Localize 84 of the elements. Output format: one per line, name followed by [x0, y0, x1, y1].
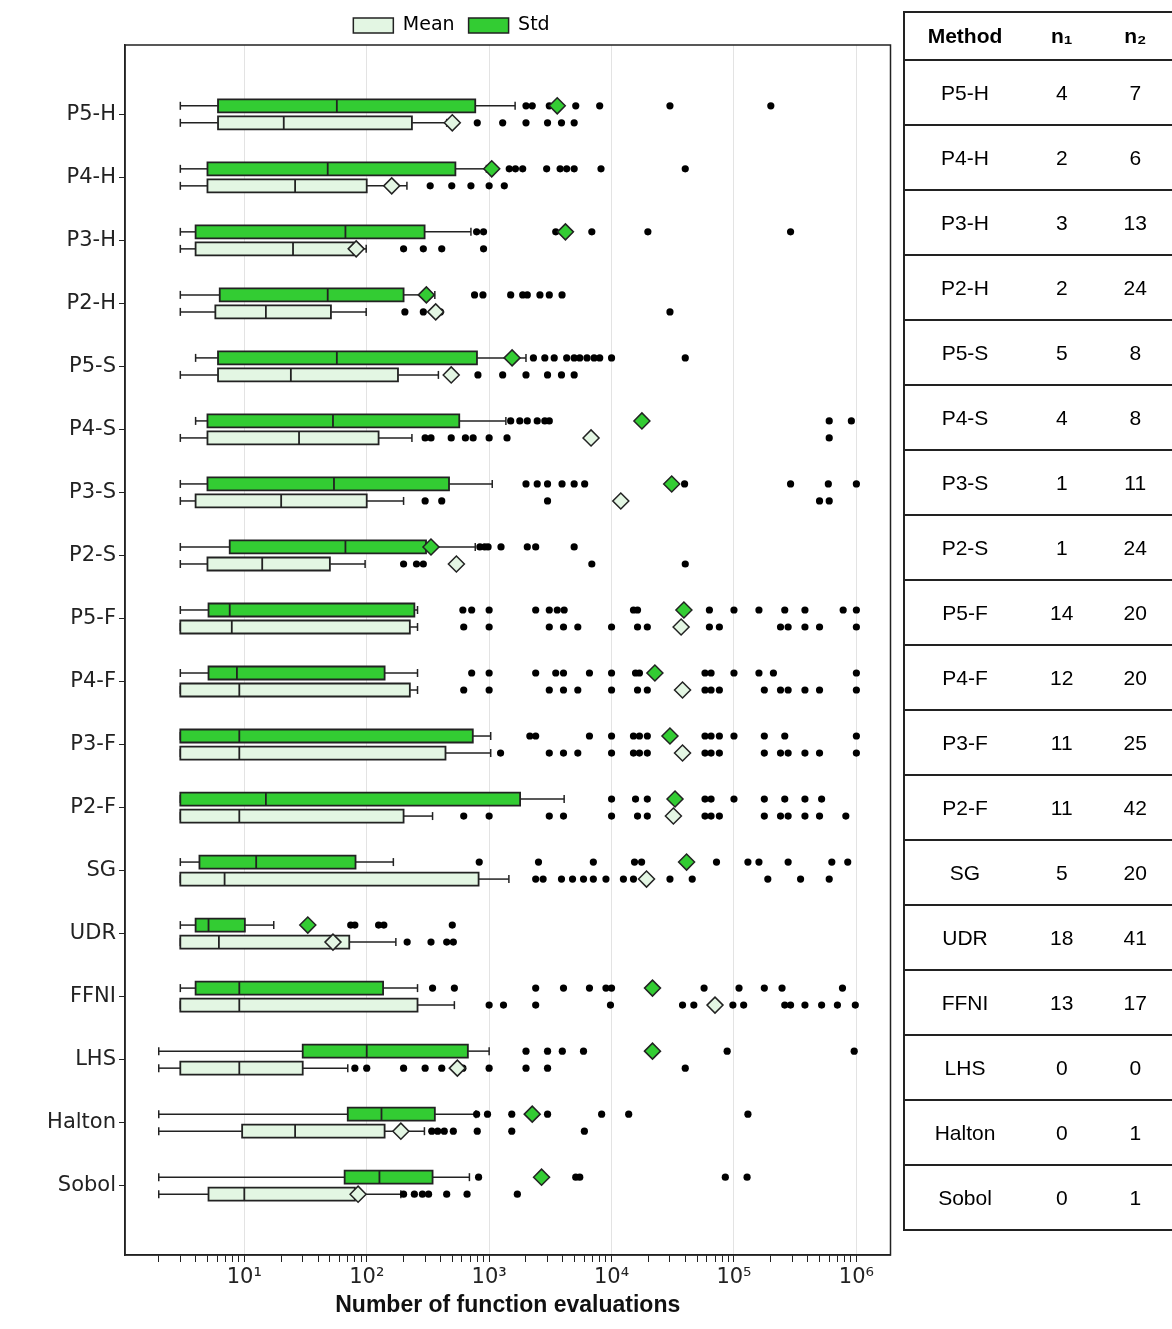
category-label: Sobol — [904, 1165, 1025, 1230]
data-label: 41 — [1098, 905, 1172, 970]
legend-label: Mean — [402, 12, 455, 35]
data-label: 2 — [1025, 125, 1099, 190]
category-label: P2-S — [904, 515, 1025, 580]
data-label: 13 — [1098, 190, 1172, 255]
data-label: 3 — [1025, 190, 1099, 255]
y-tick-label: P5-H — [66, 100, 116, 125]
y-tick-label: P3-H — [66, 226, 116, 251]
category-label: P2-F — [904, 775, 1025, 840]
category-label: UDR — [904, 905, 1025, 970]
y-tick-label: P4-H — [66, 163, 116, 188]
category-label: P5-S — [904, 320, 1025, 385]
category-label: P4-F — [904, 645, 1025, 710]
data-label: 42 — [1098, 775, 1172, 840]
data-label: 0 — [1025, 1035, 1099, 1100]
data-label: 6 — [1098, 125, 1172, 190]
data-label: 8 — [1098, 320, 1172, 385]
y-tick-label: P2-H — [66, 289, 116, 314]
text: n₁ — [1025, 12, 1099, 60]
data-label: 24 — [1098, 515, 1172, 580]
category-label: P5-F — [904, 580, 1025, 645]
legend-label: Std — [518, 12, 550, 35]
category-label: P3-S — [904, 450, 1025, 515]
x-tick-label: 10² — [349, 1264, 385, 1289]
y-tick-label: P4-F — [70, 667, 116, 692]
text: n₂ — [1098, 12, 1172, 60]
category-label: FFNI — [904, 970, 1025, 1035]
data-label: 11 — [1098, 450, 1172, 515]
data-label: 7 — [1098, 60, 1172, 125]
data-label: 8 — [1098, 385, 1172, 450]
data-label: 0 — [1025, 1100, 1099, 1165]
y-tick-label: FFNI — [69, 983, 116, 1008]
data-label: 4 — [1025, 385, 1099, 450]
category-label: P4-S — [904, 385, 1025, 450]
category-label: Halton — [904, 1100, 1025, 1165]
y-tick-label: P2-S — [69, 541, 116, 566]
category-label: P3-H — [904, 190, 1025, 255]
y-tick-label: Halton — [47, 1109, 116, 1134]
data-label: 25 — [1098, 710, 1172, 775]
data-label: 0 — [1098, 1035, 1172, 1100]
y-tick-label: P3-S — [69, 478, 116, 503]
data-label: 4 — [1025, 60, 1099, 125]
category-label: LHS — [904, 1035, 1025, 1100]
category-label: SG — [904, 840, 1025, 905]
x-tick-label: 10³ — [471, 1264, 507, 1289]
category-label: P2-H — [904, 255, 1025, 320]
data-label: 1 — [1025, 450, 1099, 515]
category-label: P4-H — [904, 125, 1025, 190]
data-label: 17 — [1098, 970, 1172, 1035]
data-label: 1 — [1098, 1165, 1172, 1230]
data-label: 2 — [1025, 255, 1099, 320]
x-tick-label: 10⁴ — [593, 1264, 630, 1289]
data-label: 1 — [1098, 1100, 1172, 1165]
y-tick-label: SG — [86, 857, 116, 882]
data-label: 24 — [1098, 255, 1172, 320]
text: Method — [904, 12, 1025, 60]
data-label: 13 — [1025, 970, 1099, 1035]
x-tick-label: 10⁶ — [838, 1264, 874, 1289]
data-label: 20 — [1098, 840, 1172, 905]
y-tick-label: P5-F — [70, 604, 116, 629]
y-tick-label: P4-S — [69, 415, 116, 440]
data-label: 11 — [1025, 710, 1099, 775]
y-tick-label: UDR — [69, 920, 116, 945]
data-label: 11 — [1025, 775, 1099, 840]
data-label: 0 — [1025, 1165, 1099, 1230]
x-tick-label: 10¹ — [226, 1264, 262, 1289]
data-label: 1 — [1025, 515, 1099, 580]
y-tick-label: Sobol — [57, 1172, 116, 1197]
data-label: 5 — [1025, 320, 1099, 385]
y-tick-label: P5-S — [69, 352, 116, 377]
category-label: P5-H — [904, 60, 1025, 125]
y-tick-label: LHS — [75, 1046, 116, 1071]
y-tick-label: P2-F — [70, 794, 116, 819]
data-label: 18 — [1025, 905, 1099, 970]
y-tick-label: P3-F — [70, 730, 116, 755]
data-label: 14 — [1025, 580, 1099, 645]
data-label: 20 — [1098, 645, 1172, 710]
data-label: 5 — [1025, 840, 1099, 905]
data-label: 20 — [1098, 580, 1172, 645]
category-label: P3-F — [904, 710, 1025, 775]
x-axis-title: Number of function evaluations — [335, 1290, 681, 1317]
x-tick-label: 10⁵ — [716, 1264, 752, 1289]
data-label: 12 — [1025, 645, 1099, 710]
